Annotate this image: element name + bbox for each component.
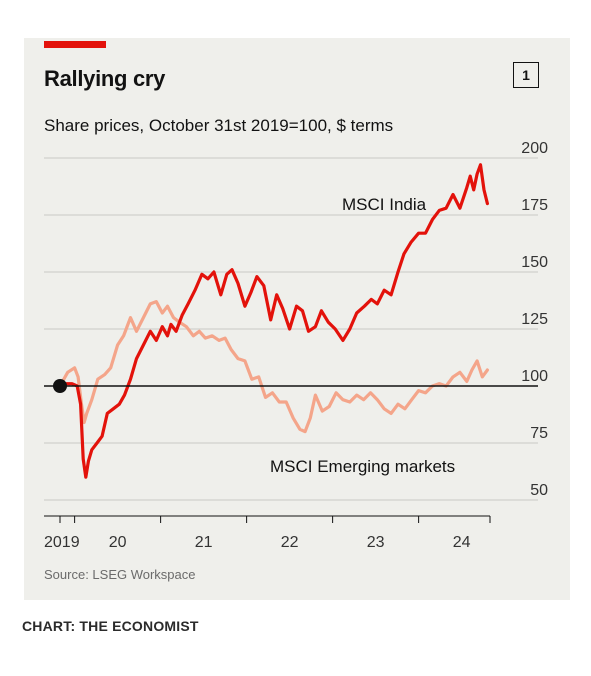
x-tick-label-20: 20	[109, 534, 127, 551]
y-tick-label-125: 125	[521, 311, 548, 328]
series-line-msci-india	[58, 163, 489, 479]
series-lines	[44, 163, 538, 479]
start-marker	[53, 379, 67, 393]
x-tick-label-2019: 2019	[44, 534, 80, 551]
chart-number-badge: 1	[513, 62, 539, 88]
y-tick-label-150: 150	[521, 254, 548, 271]
series-annotations: MSCI India MSCI Emerging markets	[270, 195, 455, 476]
x-tick-label-24: 24	[453, 534, 471, 551]
annotation-msci-emerging-markets: MSCI Emerging markets	[270, 457, 455, 476]
brand-tag	[44, 41, 106, 48]
series-line-msci-em	[58, 300, 489, 434]
x-tick-label-22: 22	[281, 534, 299, 551]
y-tick-label-175: 175	[521, 197, 548, 214]
x-tick-label-21: 21	[195, 534, 213, 551]
x-axis: 2019 20 21 22 23 24	[44, 515, 491, 551]
chart-card	[24, 38, 570, 600]
chart-subtitle: Share prices, October 31st 2019=100, $ t…	[44, 116, 394, 135]
y-axis-tick-labels: 50 75 100 125 150 175 200	[521, 140, 548, 499]
chart-credit: CHART: THE ECONOMIST	[22, 618, 199, 634]
x-tick-label-23: 23	[367, 534, 385, 551]
y-tick-label-50: 50	[530, 482, 548, 499]
y-tick-label-75: 75	[530, 425, 548, 442]
annotation-msci-india: MSCI India	[342, 195, 427, 214]
y-tick-label-100: 100	[521, 368, 548, 385]
source-note: Source: LSEG Workspace	[44, 567, 196, 582]
grid-lines	[44, 157, 538, 501]
chart-title: Rallying cry	[44, 66, 166, 91]
y-tick-label-200: 200	[521, 140, 548, 157]
